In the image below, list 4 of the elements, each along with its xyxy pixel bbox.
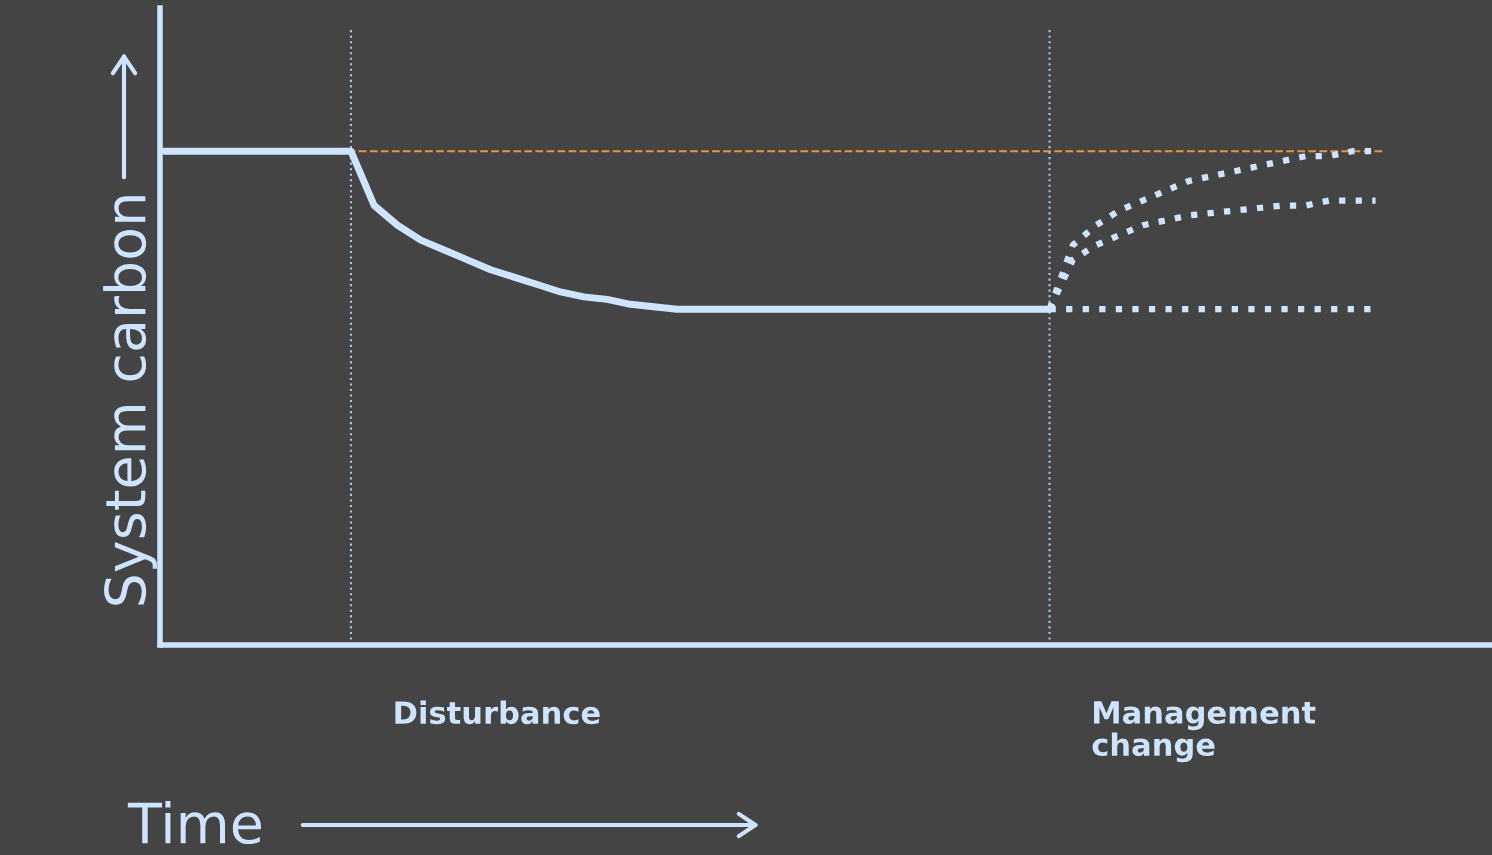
x-axis-title: Time [127,801,261,845]
y-axis-title: System carbon [103,196,157,605]
text: Disturbance [395,700,600,725]
text: Management change [1092,701,1316,763]
